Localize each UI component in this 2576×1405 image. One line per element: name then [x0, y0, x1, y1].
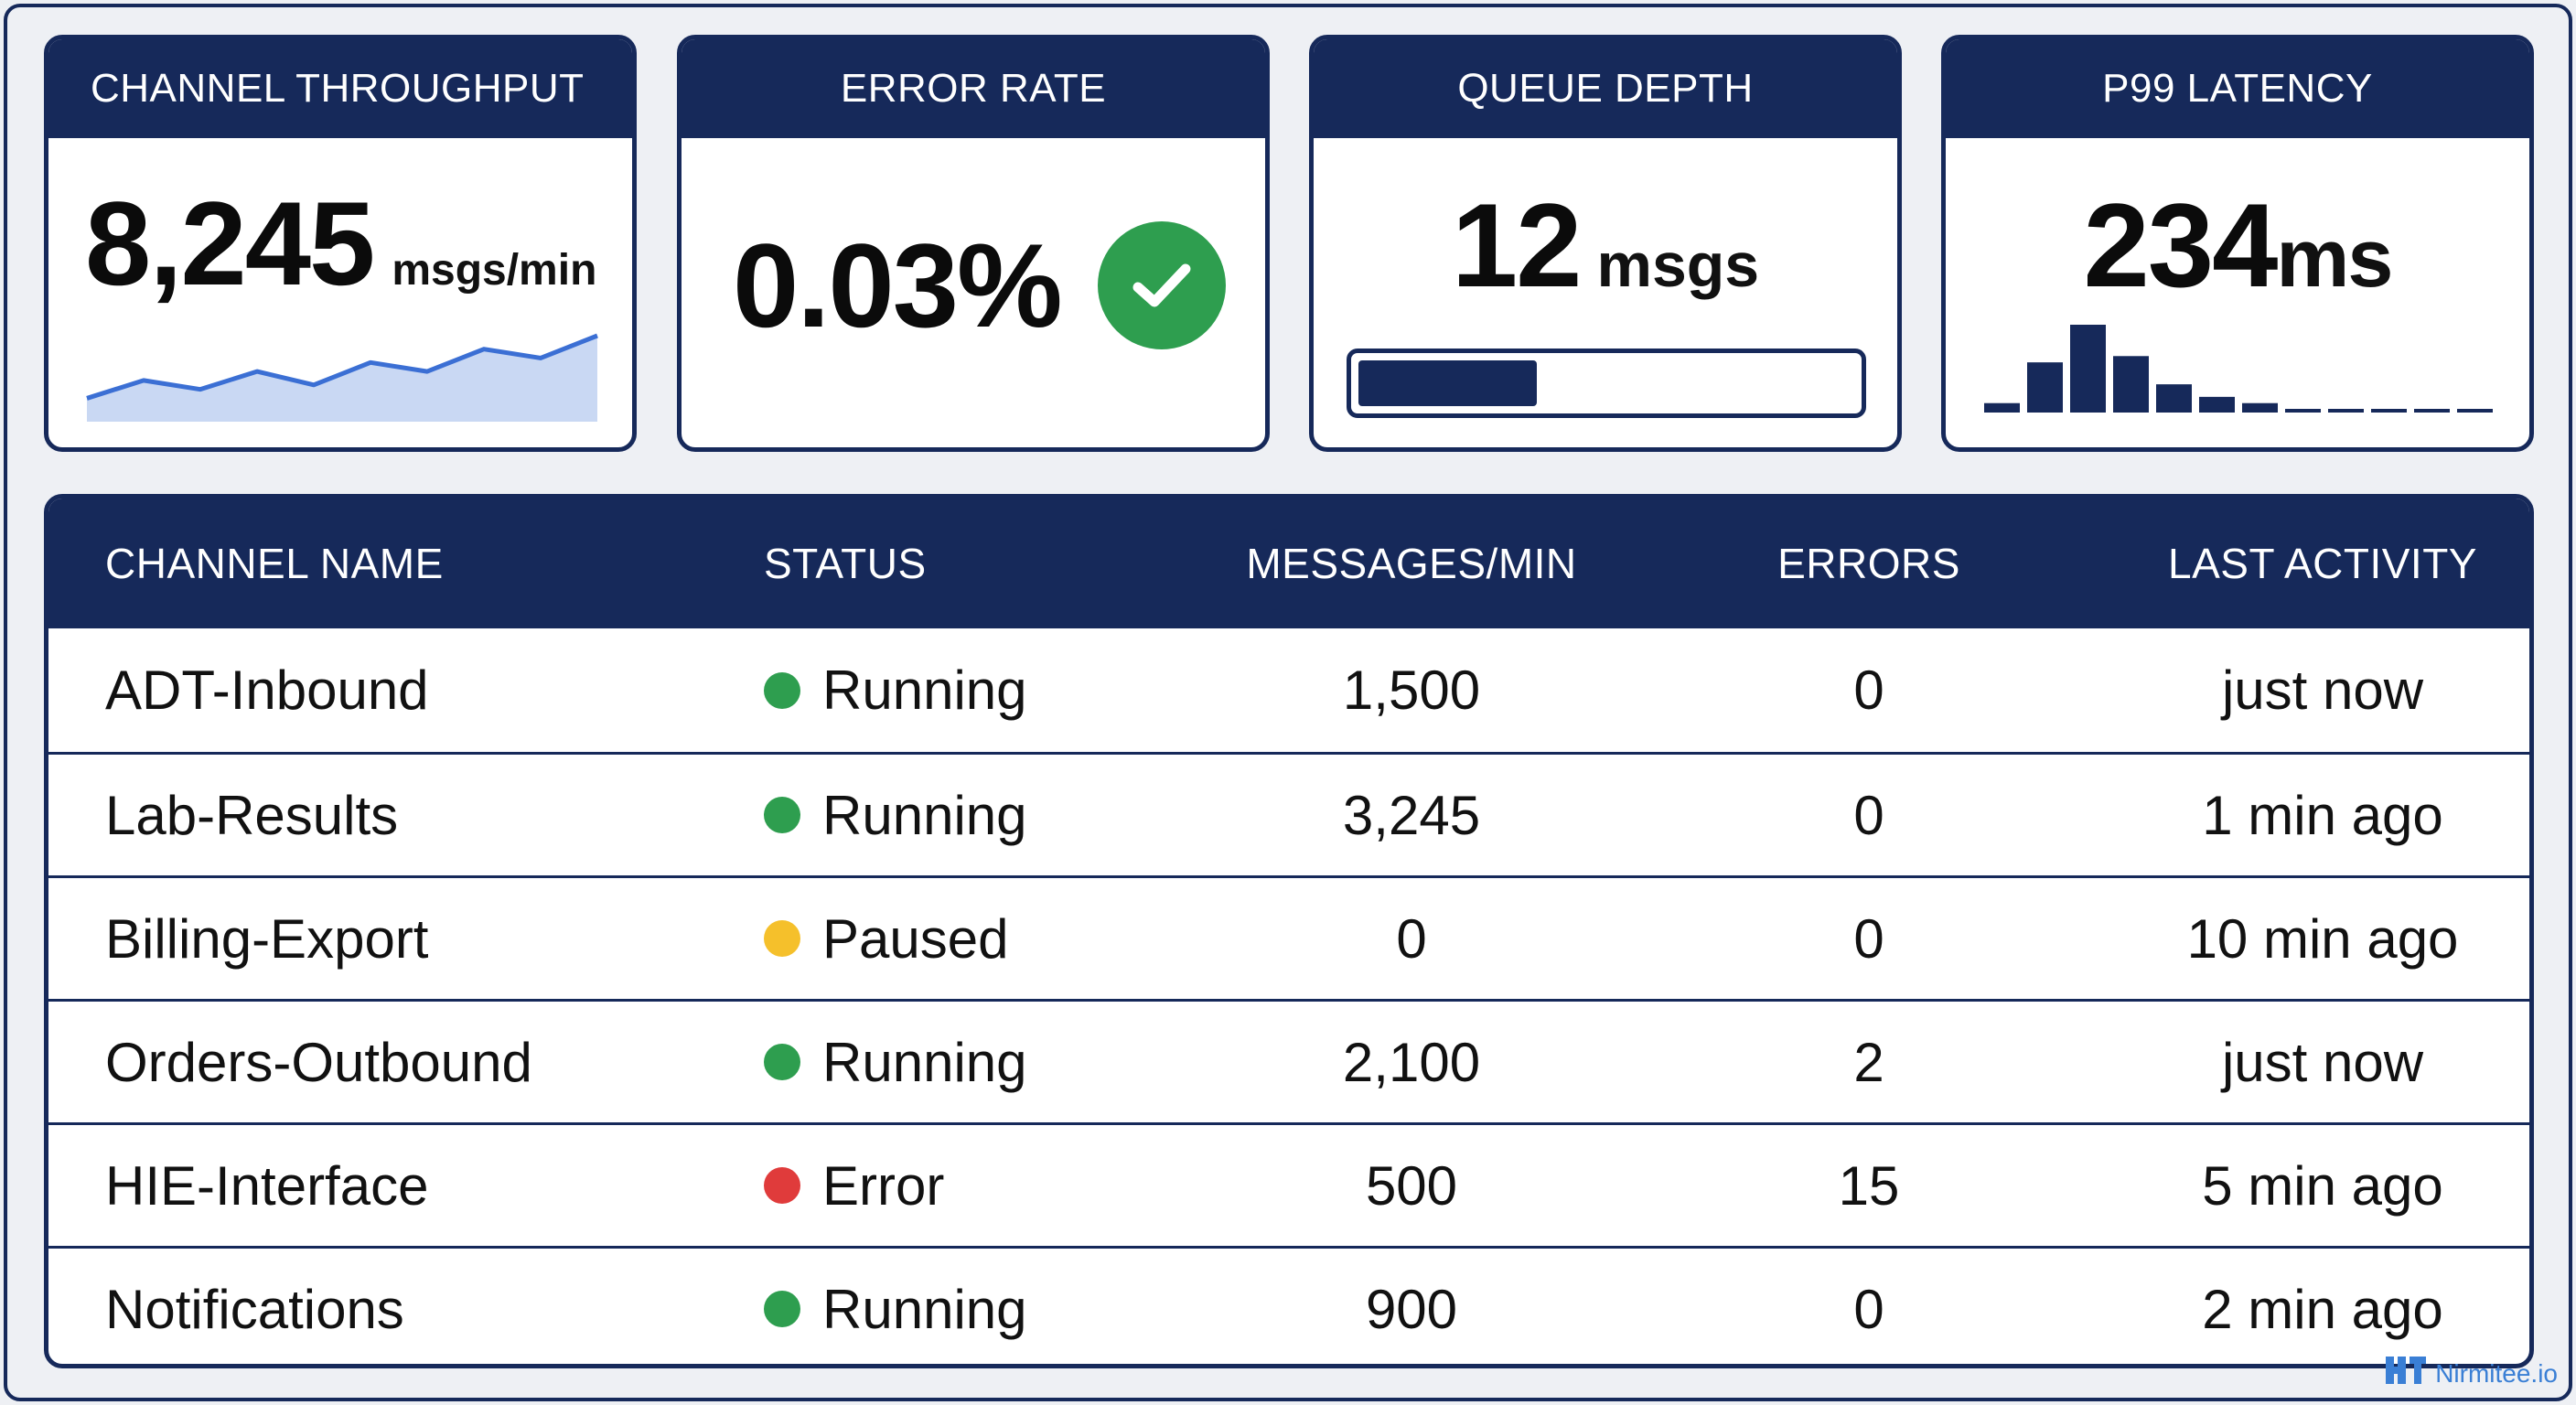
header-last-activity[interactable]: LAST ACTIVITY: [2168, 540, 2477, 587]
sparkline-area: [87, 336, 597, 422]
histogram-bar: [1984, 402, 2020, 413]
status-dot-icon: [764, 797, 800, 833]
histogram-bar: [2457, 409, 2493, 413]
channel-last-activity: 2 min ago: [2202, 1278, 2443, 1340]
throughput-title: CHANNEL THROUGHPUT: [48, 39, 632, 138]
header-channel-name[interactable]: CHANNEL NAME: [105, 540, 444, 587]
channel-last-activity: 5 min ago: [2202, 1154, 2443, 1217]
channel-messages: 0: [1396, 907, 1427, 970]
header-messages-per-min[interactable]: MESSAGES/MIN: [1246, 540, 1577, 587]
histogram-bar: [2414, 409, 2450, 413]
channel-status: Running: [822, 1031, 1027, 1093]
channel-messages: 2,100: [1342, 1031, 1481, 1093]
channel-errors: 0: [1853, 907, 1884, 970]
channel-status: Error: [822, 1154, 945, 1217]
channel-messages: 900: [1365, 1278, 1458, 1340]
watermark-text: Nirmitee.io: [2435, 1358, 2558, 1388]
channel-last-activity: just now: [2221, 1031, 2424, 1093]
histogram-bar: [2285, 409, 2321, 413]
latency-unit: ms: [2276, 213, 2393, 305]
channel-name: Billing-Export: [105, 907, 429, 970]
channel-name: Notifications: [105, 1278, 404, 1340]
check-icon: [1097, 221, 1226, 349]
channel-last-activity: just now: [2221, 660, 2424, 721]
channel-errors: 2: [1853, 1031, 1884, 1093]
throughput-sparkline: [86, 333, 598, 422]
channel-status: Paused: [822, 907, 1009, 970]
latency-histogram: [1984, 325, 2493, 413]
throughput-card: CHANNEL THROUGHPUT 8,245 msgs/min: [44, 35, 637, 452]
channel-status: Running: [822, 784, 1027, 846]
queue-depth-card: QUEUE DEPTH 12 msgs: [1309, 35, 1902, 452]
latency-value: 234: [2083, 178, 2279, 312]
queue-depth-unit: msgs: [1596, 231, 1760, 300]
status-dot-icon: [764, 1044, 800, 1080]
channel-messages: 3,245: [1342, 784, 1481, 846]
channel-errors: 0: [1853, 1278, 1884, 1340]
histogram-bar: [2328, 409, 2364, 413]
channel-errors: 0: [1853, 784, 1884, 846]
channel-status: Running: [822, 660, 1027, 721]
channel-last-activity: 1 min ago: [2202, 784, 2443, 846]
histogram-bar: [2113, 356, 2149, 413]
table-row[interactable]: Lab-Results Running 3,245 0 1 min ago: [48, 752, 2529, 875]
table-row[interactable]: Orders-Outbound Running 2,100 2 just now: [48, 999, 2529, 1122]
header-status[interactable]: STATUS: [764, 540, 927, 587]
channel-name: Orders-Outbound: [105, 1031, 532, 1093]
sparkline-line: [86, 333, 598, 401]
histogram-bar: [2371, 409, 2407, 413]
queue-depth-progress-bar: [1347, 349, 1866, 418]
latency-title: P99 LATENCY: [1946, 39, 2529, 138]
status-dot-icon: [764, 1167, 800, 1204]
table-body: ADT-Inbound Running 1,500 0 just now Lab…: [48, 628, 2529, 1364]
brand-logo-icon: [2386, 1355, 2427, 1392]
table-row[interactable]: Billing-Export Paused 0 0 10 min ago: [48, 875, 2529, 999]
table-row[interactable]: Notifications Running 900 0 2 min ago: [48, 1246, 2529, 1364]
latency-card: P99 LATENCY 234 ms: [1941, 35, 2534, 452]
channel-messages: 1,500: [1342, 660, 1481, 721]
histogram-bar: [2156, 384, 2192, 413]
histogram-bar: [2070, 325, 2106, 413]
channel-last-activity: 10 min ago: [2186, 907, 2459, 970]
header-errors[interactable]: ERRORS: [1777, 540, 1960, 587]
status-dot-icon: [764, 671, 800, 709]
channel-name: Lab-Results: [105, 784, 399, 846]
status-dot-icon: [764, 920, 800, 957]
queue-depth-title: QUEUE DEPTH: [1314, 39, 1897, 138]
channel-messages: 500: [1365, 1154, 1458, 1217]
table-header: CHANNEL NAME STATUS MESSAGES/MIN ERRORS …: [48, 499, 2529, 628]
error-rate-value: 0.03%: [733, 219, 1063, 352]
table-row[interactable]: ADT-Inbound Running 1,500 0 just now: [48, 628, 2529, 752]
channel-name: ADT-Inbound: [105, 660, 429, 721]
channel-name: HIE-Interface: [105, 1154, 429, 1217]
throughput-unit: msgs/min: [392, 246, 597, 295]
channel-table: CHANNEL NAME STATUS MESSAGES/MIN ERRORS …: [44, 494, 2534, 1368]
error-rate-card: ERROR RATE 0.03%: [677, 35, 1270, 452]
channel-status: Running: [822, 1278, 1027, 1340]
queue-depth-value: 12: [1451, 178, 1583, 312]
status-dot-icon: [764, 1291, 800, 1327]
queue-depth-progress-fill: [1358, 360, 1538, 406]
channel-errors: 15: [1838, 1154, 1900, 1217]
error-rate-title: ERROR RATE: [682, 39, 1265, 138]
watermark: Nirmitee.io: [2386, 1355, 2558, 1392]
histogram-bar: [2242, 402, 2278, 413]
histogram-bar: [2027, 362, 2063, 413]
histogram-bar: [2199, 396, 2235, 413]
table-row[interactable]: HIE-Interface Error 500 15 5 min ago: [48, 1122, 2529, 1246]
throughput-value: 8,245: [85, 177, 375, 310]
channel-errors: 0: [1853, 660, 1884, 721]
